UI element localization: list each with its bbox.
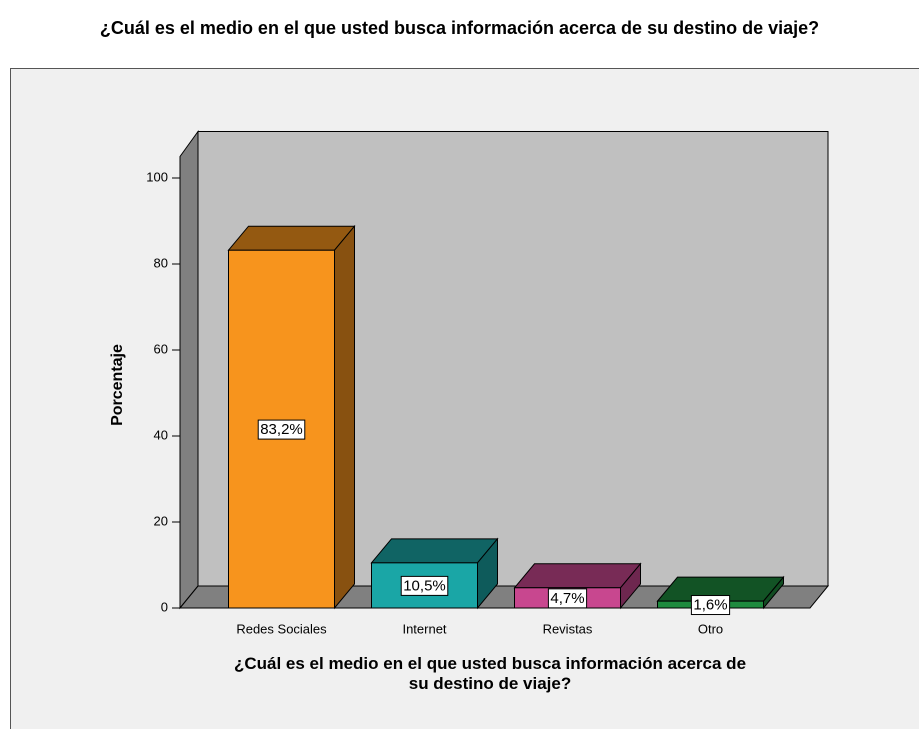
bar-top <box>370 538 499 564</box>
bar-top <box>513 563 642 589</box>
value-label: 1,6% <box>693 597 727 614</box>
value-label: 4,7% <box>550 590 584 607</box>
left-wall <box>179 129 199 610</box>
y-axis-label: Porcentaje <box>109 344 126 426</box>
value-label-box <box>690 595 731 616</box>
y-tick-label: 80 <box>154 255 168 270</box>
value-label-box <box>400 575 449 596</box>
x-tick-label: Redes Sociales <box>236 621 327 636</box>
bar-top <box>227 225 356 251</box>
chart-title: ¿Cuál es el medio en el que usted busca … <box>99 18 820 38</box>
bar-side <box>334 224 355 610</box>
y-tick-label: 100 <box>146 169 168 184</box>
y-tick-label: 20 <box>154 513 168 528</box>
value-label: 83,2% <box>260 421 303 438</box>
y-tick-label: 40 <box>154 427 168 442</box>
y-tick-label: 0 <box>161 599 168 614</box>
y-tick-label: 60 <box>154 341 168 356</box>
value-label: 10,5% <box>403 577 446 594</box>
x-tick-label: Otro <box>698 621 723 636</box>
x-axis-label: ¿Cuál es el medio en el que usted busca … <box>233 654 747 693</box>
title-box: ¿Cuál es el medio en el que usted busca … <box>0 18 919 38</box>
x-tick-label: Revistas <box>543 621 593 636</box>
x-tick-label: Internet <box>402 621 446 636</box>
value-label-box <box>257 419 306 440</box>
value-label-box <box>547 588 588 609</box>
